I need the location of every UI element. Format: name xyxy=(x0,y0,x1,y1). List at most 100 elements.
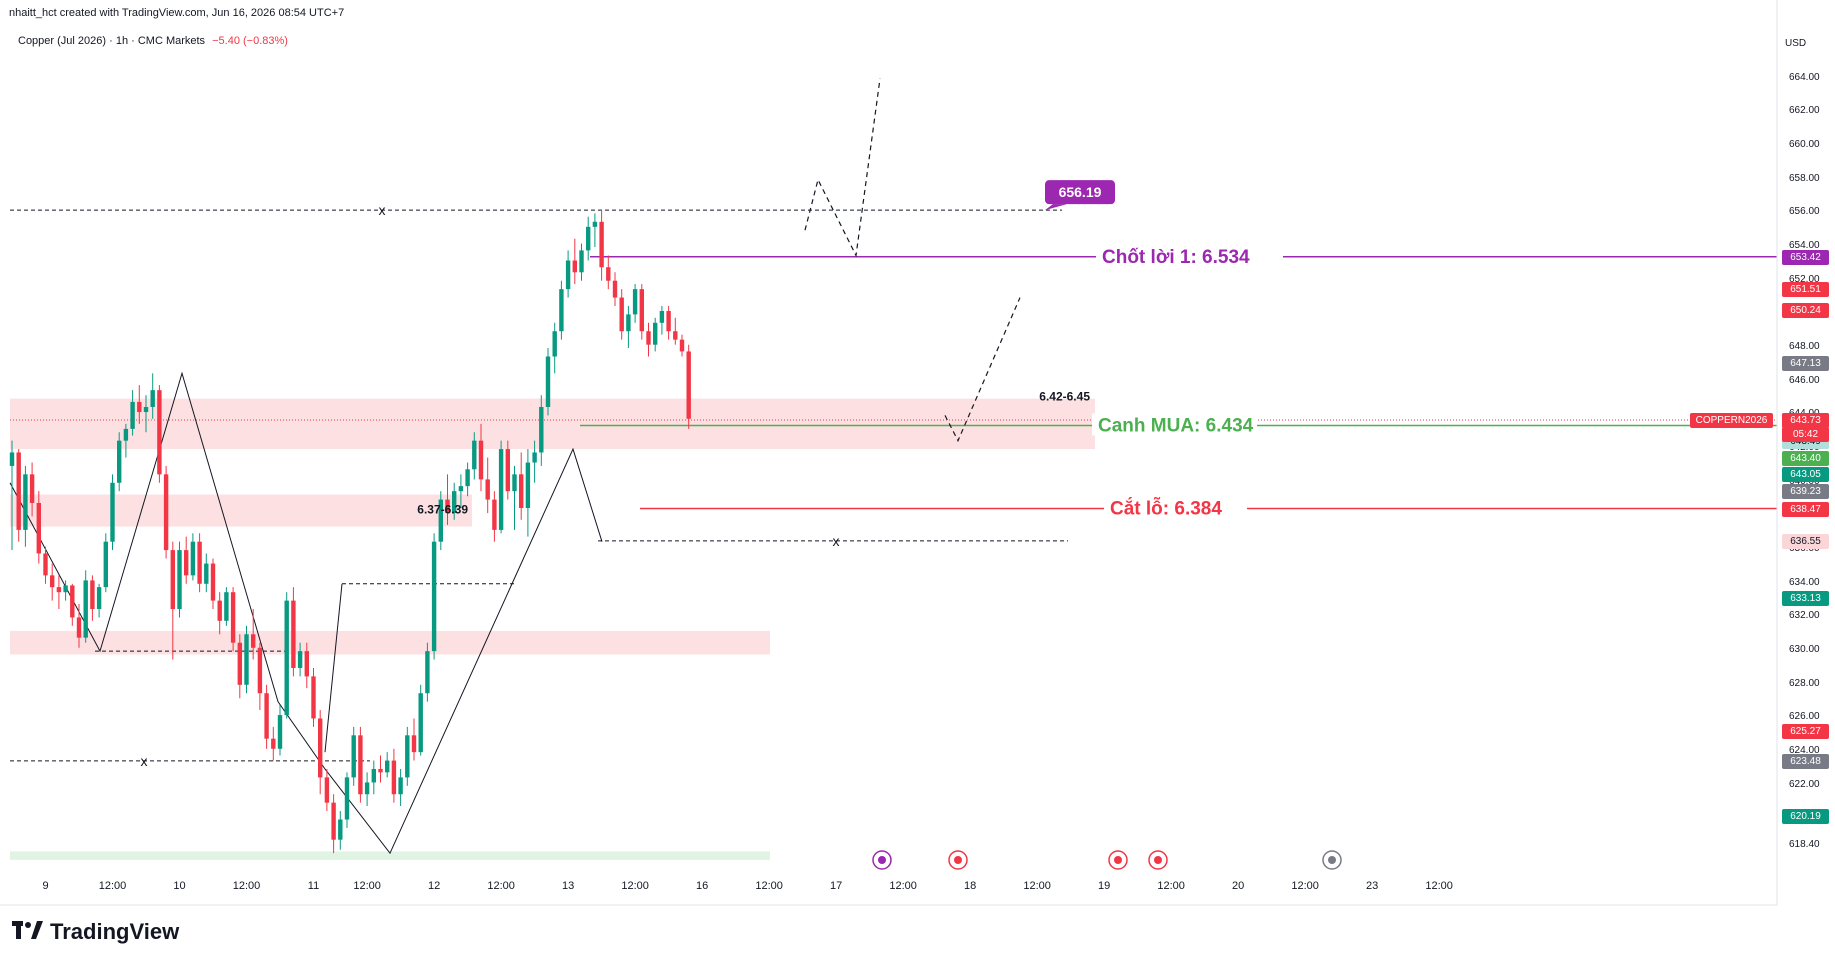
price-tag: 651.51 xyxy=(1782,281,1829,297)
candle-body xyxy=(318,718,323,778)
buy-label-bg xyxy=(1092,413,1257,436)
candle-body xyxy=(23,474,28,530)
time-tick-label: 12:00 xyxy=(621,880,649,892)
candle-body xyxy=(344,777,350,820)
labels-layer: x x x Chốt lời 1: 6.534 Canh MUA: 6.434 Cắt l… xyxy=(141,180,1342,870)
candle-body xyxy=(552,331,557,357)
time-tick-label: 16 xyxy=(695,880,709,892)
candle-body xyxy=(565,260,571,290)
time-tick-label: 12:00 xyxy=(755,880,783,892)
lower-zone xyxy=(10,630,770,655)
candle-body xyxy=(478,440,484,480)
candle-body xyxy=(619,297,624,332)
wave-segment xyxy=(324,583,343,753)
candle-body xyxy=(612,280,618,298)
candle-body xyxy=(472,440,477,470)
candle-body xyxy=(498,449,504,530)
price-tick-label: 664.00 xyxy=(1789,71,1820,83)
projection-upper xyxy=(804,78,881,258)
candle-body xyxy=(338,819,343,840)
candle-body xyxy=(519,474,524,509)
candle-body xyxy=(505,449,510,492)
candle-body xyxy=(36,502,41,554)
candle-body xyxy=(170,550,175,610)
time-tick-label: 12:00 xyxy=(487,880,515,892)
candle-body xyxy=(371,768,376,783)
candle-body xyxy=(56,587,62,593)
price-tag: 636.55 xyxy=(1782,533,1829,549)
time-tick-label: 12:00 xyxy=(232,880,261,892)
candle-body xyxy=(458,486,464,492)
candle-body xyxy=(358,735,363,795)
projection-lower xyxy=(944,297,1021,443)
candle-body xyxy=(686,351,691,419)
price-tick-label: 630.00 xyxy=(1789,644,1820,656)
candle-body xyxy=(512,474,517,492)
price-tick-label: 618.40 xyxy=(1789,839,1820,851)
time-tick-label: 23 xyxy=(1365,880,1379,892)
time-tick-label: 9 xyxy=(42,880,49,892)
support-zone-label: 6.37-6.39 xyxy=(417,503,468,517)
time-tick-label: 19 xyxy=(1097,880,1111,892)
price-tag: 643.40 xyxy=(1782,450,1829,466)
candle-body xyxy=(257,647,263,694)
candle-body xyxy=(351,735,356,778)
tradingview-brand[interactable]: TradingView xyxy=(12,919,179,945)
us-flag-event-icon-dot xyxy=(1114,856,1122,864)
candle-body xyxy=(9,452,15,466)
buy-zone xyxy=(10,398,1095,450)
candle-body xyxy=(177,550,182,610)
candle-body xyxy=(572,260,577,273)
candle-body xyxy=(43,553,48,576)
candle-body xyxy=(143,406,149,413)
price-tag: 643.73 xyxy=(1782,412,1829,428)
candle-body xyxy=(653,322,658,345)
support-zone xyxy=(10,494,472,527)
price-tag: 650.24 xyxy=(1782,303,1829,319)
time-tick-label: 12:00 xyxy=(1157,880,1185,892)
target-callout-text: 656.19 xyxy=(1059,184,1102,200)
candle-body xyxy=(284,600,289,716)
candle-body xyxy=(251,634,256,648)
currency-label[interactable]: USD xyxy=(1785,38,1807,49)
candle-body xyxy=(639,289,644,332)
price-tick-label: 660.00 xyxy=(1789,139,1820,151)
candle-body xyxy=(110,482,115,542)
candle-body xyxy=(224,592,229,621)
candle-body xyxy=(130,401,135,429)
time-tick-label: 12:00 xyxy=(98,880,127,892)
candle-body xyxy=(545,356,551,407)
symbol-legend[interactable]: Copper (Jul 2026) · 1h · CMC Markets −5.… xyxy=(18,35,288,47)
candle-body xyxy=(190,541,196,576)
time-tick-label: 12 xyxy=(427,880,441,892)
price-change: −5.40 (−0.83%) xyxy=(212,35,288,47)
symbol-title: Copper (Jul 2026) · 1h · CMC Markets xyxy=(18,35,206,47)
drawings-layer xyxy=(9,78,1777,855)
candle-body xyxy=(311,676,316,719)
candle-body xyxy=(626,314,631,332)
price-tag: 638.47 xyxy=(1782,501,1829,517)
candle-body xyxy=(244,634,249,685)
candle-body xyxy=(237,642,242,685)
time-tick-label: 20 xyxy=(1231,880,1245,892)
candle-body xyxy=(579,250,584,273)
brand-name: TradingView xyxy=(50,919,180,944)
price-tick-label: 622.00 xyxy=(1789,778,1820,790)
candle-body xyxy=(204,563,209,584)
candle-body xyxy=(666,311,671,332)
candles-layer xyxy=(9,210,691,854)
price-tick-label: 658.00 xyxy=(1789,172,1820,184)
candle-body xyxy=(532,452,537,463)
candle-body xyxy=(438,499,443,542)
tradingview-logo-icon xyxy=(12,919,44,945)
price-tick-label: 632.00 xyxy=(1789,610,1820,622)
candle-body xyxy=(452,491,457,514)
time-tick-label: 18 xyxy=(963,880,977,892)
price-tick-label: 648.00 xyxy=(1789,341,1820,353)
stop-loss-label: Cắt lỗ: 6.384 xyxy=(1110,498,1222,520)
candle-body xyxy=(425,651,430,694)
candle-body xyxy=(90,580,95,610)
price-tag: 625.27 xyxy=(1782,723,1829,739)
candle-body xyxy=(679,339,685,352)
